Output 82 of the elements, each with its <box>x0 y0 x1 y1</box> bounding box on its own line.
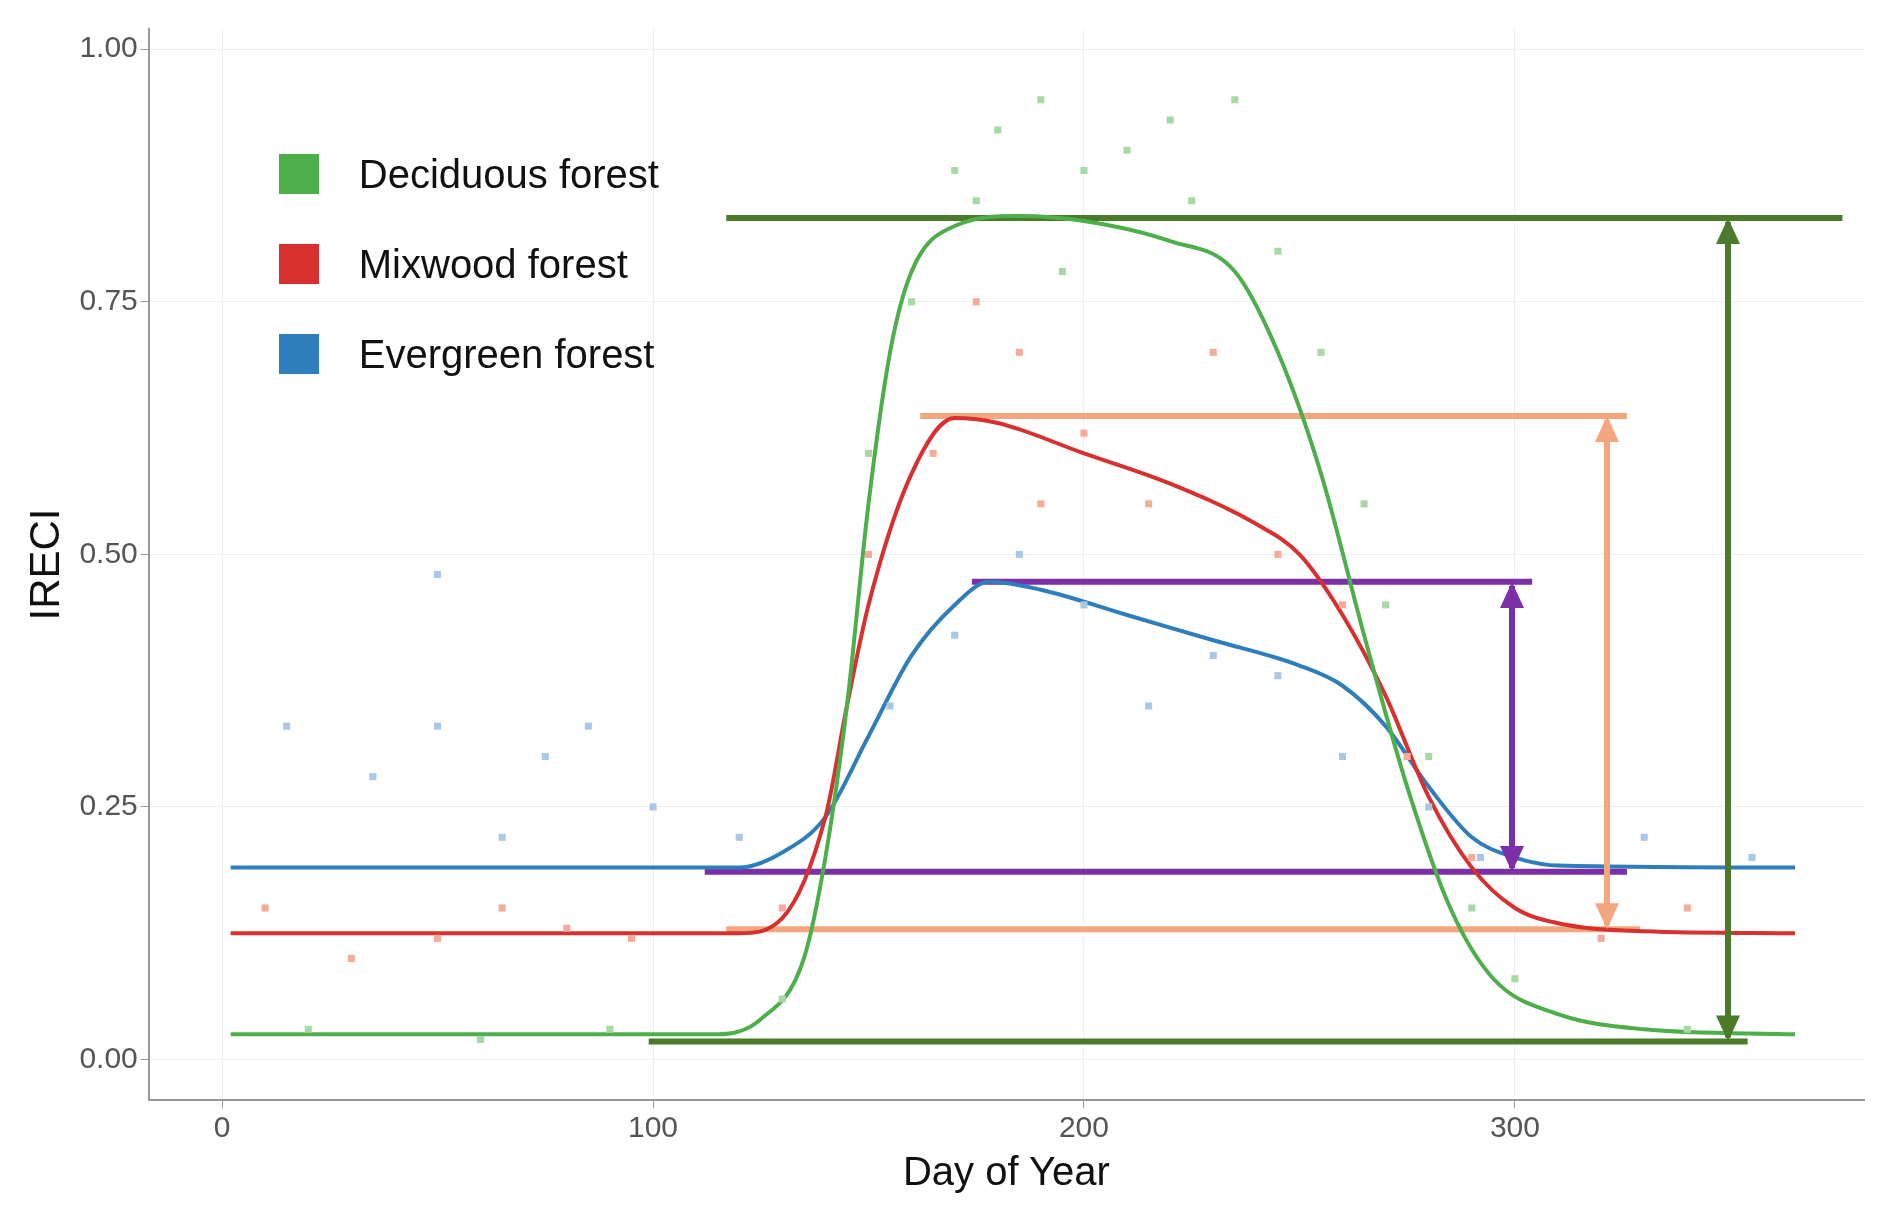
point <box>1080 601 1088 609</box>
point <box>498 833 506 841</box>
point <box>584 722 592 730</box>
point <box>1015 348 1023 356</box>
legend-label: Deciduous forest <box>358 151 659 197</box>
point <box>1058 267 1066 276</box>
line-series <box>228 416 1798 936</box>
point <box>1360 500 1368 508</box>
point <box>1080 166 1088 174</box>
point <box>1683 904 1691 912</box>
point <box>434 571 442 579</box>
x-tick-label: 100 <box>627 1110 679 1144</box>
point <box>1317 348 1325 356</box>
y-tick-label: 1.00 <box>79 30 138 64</box>
point <box>1382 601 1390 609</box>
point <box>434 722 442 730</box>
point <box>627 934 635 942</box>
point <box>908 298 916 306</box>
point <box>1037 96 1045 104</box>
point <box>304 1025 312 1033</box>
point <box>778 995 786 1003</box>
point <box>951 166 959 174</box>
point <box>347 955 355 963</box>
point <box>864 550 873 558</box>
point <box>1188 197 1196 205</box>
x-tick-label: 300 <box>1489 1110 1540 1144</box>
point <box>972 197 980 205</box>
point <box>972 298 980 306</box>
point <box>1145 500 1153 508</box>
point <box>1597 934 1605 942</box>
line-series <box>228 213 1798 1037</box>
point <box>1015 550 1023 558</box>
point <box>1274 247 1282 255</box>
point <box>929 449 937 457</box>
y-tick-label: 0.00 <box>79 1040 138 1074</box>
point <box>369 773 377 781</box>
y-tick-label: 0.75 <box>79 283 138 317</box>
point <box>283 722 291 730</box>
point <box>649 803 657 811</box>
legend-label: Mixwood forest <box>358 241 628 287</box>
point <box>1339 601 1347 609</box>
point <box>1209 348 1217 356</box>
x-tick-label: 0 <box>213 1110 231 1144</box>
point <box>1403 752 1411 761</box>
point <box>261 904 269 912</box>
x-axis-title: Day of Year <box>902 1149 1110 1194</box>
point <box>1037 500 1045 508</box>
point <box>1274 550 1282 558</box>
point <box>864 449 873 457</box>
y-tick-label: 0.50 <box>79 535 138 569</box>
point <box>886 702 894 710</box>
point <box>1145 702 1153 710</box>
point <box>1468 904 1476 912</box>
point <box>1476 853 1484 862</box>
point <box>1468 853 1476 862</box>
point <box>1166 116 1174 124</box>
y-tick-label: 0.25 <box>79 788 138 822</box>
point <box>778 904 786 912</box>
point <box>477 1035 485 1043</box>
point <box>1748 853 1756 862</box>
point <box>606 1025 614 1033</box>
point <box>541 752 549 761</box>
point <box>1511 975 1519 983</box>
x-tick-label: 200 <box>1058 1110 1109 1144</box>
point <box>994 126 1002 134</box>
point <box>498 904 506 912</box>
point <box>1425 803 1433 811</box>
y-axis-title: IRECI <box>20 508 68 621</box>
legend-label: Evergreen forest <box>358 331 655 377</box>
point <box>434 934 442 942</box>
point <box>1080 429 1088 437</box>
point <box>951 631 959 639</box>
point <box>1274 672 1282 680</box>
point <box>1425 752 1433 761</box>
point <box>1209 651 1217 659</box>
point <box>563 924 571 932</box>
point <box>1339 752 1347 761</box>
point <box>1683 1025 1691 1033</box>
point <box>1640 833 1648 841</box>
point <box>735 833 743 841</box>
point <box>1123 146 1131 154</box>
point <box>1231 96 1239 104</box>
